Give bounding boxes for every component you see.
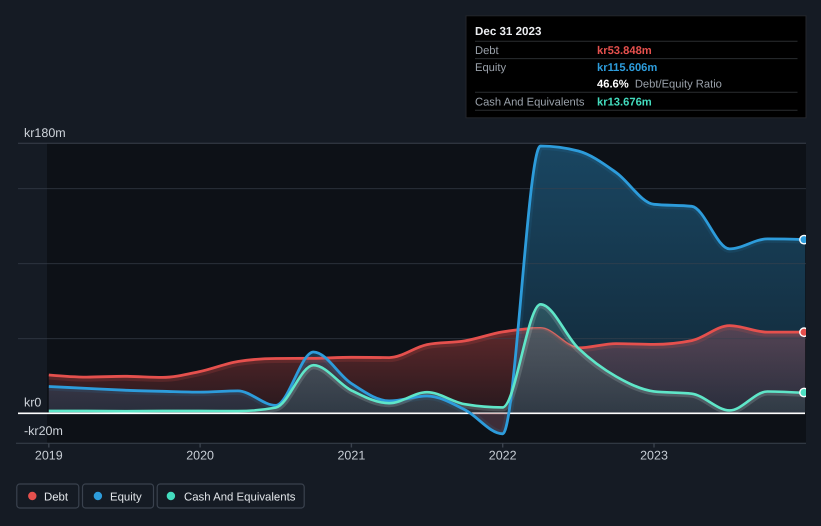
svg-text:2019: 2019 [35,449,63,463]
svg-text:Cash And Equivalents: Cash And Equivalents [475,97,585,109]
svg-text:Debt: Debt [475,45,500,57]
svg-text:Equity: Equity [110,492,142,504]
svg-text:46.6% Debt/Equity Ratio: 46.6% Debt/Equity Ratio [597,78,722,90]
svg-text:2020: 2020 [186,449,214,463]
svg-text:kr53.848m: kr53.848m [597,45,652,57]
svg-text:2021: 2021 [337,449,365,463]
svg-text:kr0: kr0 [24,396,41,410]
svg-text:Equity: Equity [475,62,506,74]
svg-text:2022: 2022 [489,449,517,463]
svg-text:kr115.606m: kr115.606m [597,62,657,74]
svg-text:2023: 2023 [640,449,668,463]
svg-text:Cash And Equivalents: Cash And Equivalents [184,492,296,504]
svg-text:kr180m: kr180m [24,126,66,140]
svg-text:-kr20m: -kr20m [24,424,63,438]
svg-text:kr13.676m: kr13.676m [597,97,652,109]
svg-text:Debt: Debt [44,492,69,504]
svg-text:Dec 31 2023: Dec 31 2023 [475,25,542,38]
